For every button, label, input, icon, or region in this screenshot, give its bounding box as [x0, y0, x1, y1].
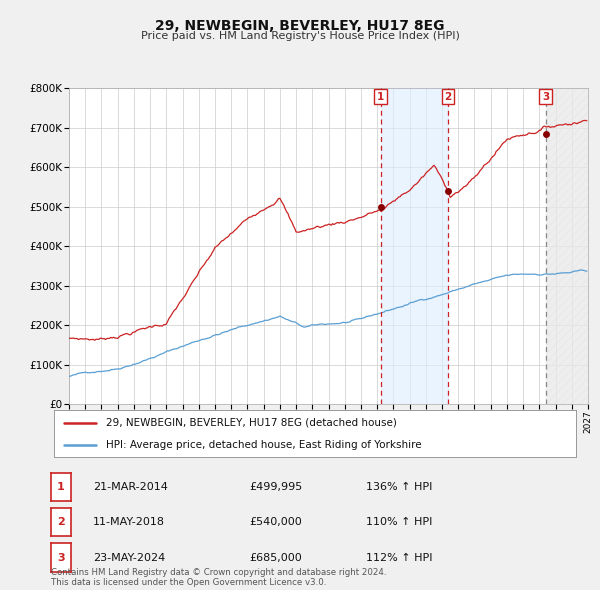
Text: £499,995: £499,995: [249, 482, 302, 491]
Text: 29, NEWBEGIN, BEVERLEY, HU17 8EG: 29, NEWBEGIN, BEVERLEY, HU17 8EG: [155, 19, 445, 33]
Text: 1: 1: [377, 91, 385, 101]
Text: 3: 3: [57, 553, 65, 562]
Text: 2: 2: [57, 517, 65, 527]
Text: 1: 1: [57, 482, 65, 491]
Text: £685,000: £685,000: [249, 553, 302, 562]
Text: Contains HM Land Registry data © Crown copyright and database right 2024.
This d: Contains HM Land Registry data © Crown c…: [51, 568, 386, 587]
Bar: [381, 88, 448, 404]
Bar: [545, 88, 588, 404]
Text: £540,000: £540,000: [249, 517, 302, 527]
Text: 112% ↑ HPI: 112% ↑ HPI: [366, 553, 433, 562]
Text: 136% ↑ HPI: 136% ↑ HPI: [366, 482, 433, 491]
Text: 3: 3: [542, 91, 549, 101]
Text: 23-MAY-2024: 23-MAY-2024: [93, 553, 165, 562]
Text: 29, NEWBEGIN, BEVERLEY, HU17 8EG (detached house): 29, NEWBEGIN, BEVERLEY, HU17 8EG (detach…: [106, 418, 397, 428]
Text: 21-MAR-2014: 21-MAR-2014: [93, 482, 168, 491]
Text: 110% ↑ HPI: 110% ↑ HPI: [366, 517, 433, 527]
Text: 2: 2: [444, 91, 451, 101]
Text: HPI: Average price, detached house, East Riding of Yorkshire: HPI: Average price, detached house, East…: [106, 440, 422, 450]
Text: 11-MAY-2018: 11-MAY-2018: [93, 517, 165, 527]
Text: Price paid vs. HM Land Registry's House Price Index (HPI): Price paid vs. HM Land Registry's House …: [140, 31, 460, 41]
